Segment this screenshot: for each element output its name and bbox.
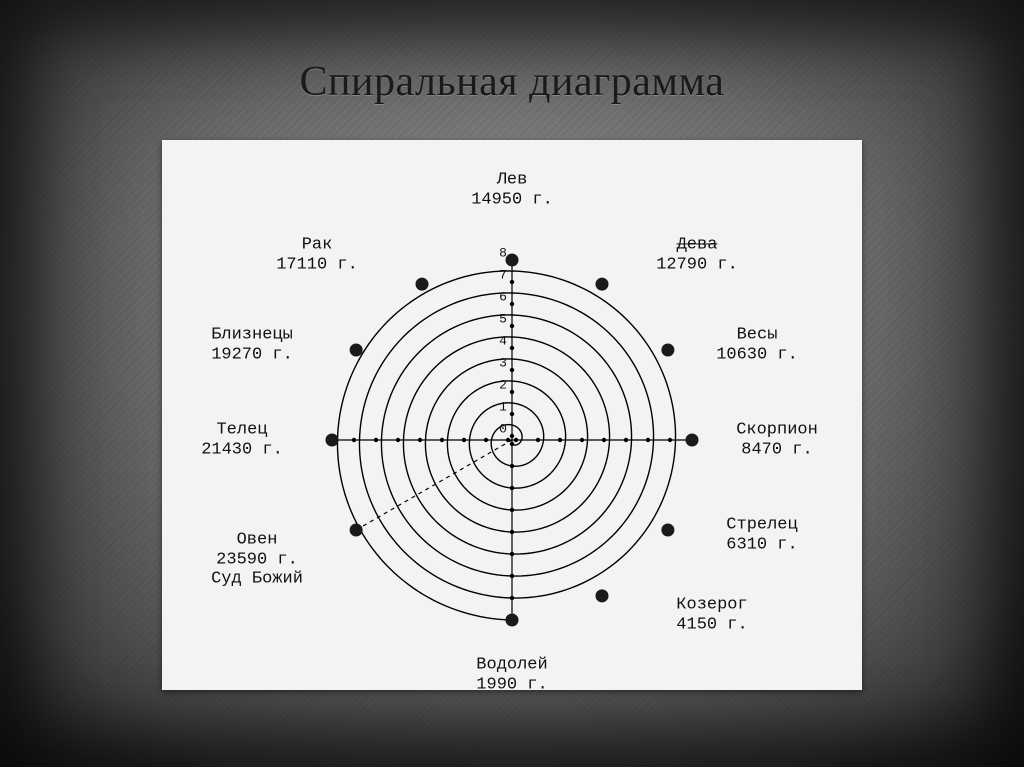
axis-tick bbox=[510, 552, 514, 556]
zodiac-marker bbox=[596, 589, 609, 602]
axis-tick bbox=[510, 302, 514, 306]
axis-tick bbox=[510, 368, 514, 372]
zodiac-marker bbox=[661, 344, 674, 357]
axis-tick bbox=[510, 596, 514, 600]
zodiac-label: Водолей 1990 г. bbox=[476, 655, 547, 694]
axis-tick bbox=[602, 438, 606, 442]
axis-tick bbox=[352, 438, 356, 442]
diagram-panel: Лев 14950 г. Дева 12790 г. Весы 10630 г. Ск… bbox=[162, 140, 862, 690]
axis-tick bbox=[668, 438, 672, 442]
scale-number: 2 bbox=[499, 378, 507, 393]
zodiac-label: Близнецы 19270 г. bbox=[211, 325, 293, 364]
axis-tick bbox=[558, 438, 562, 442]
zodiac-label: Козерог 4150 г. bbox=[676, 595, 747, 634]
axis-tick bbox=[514, 438, 518, 442]
zodiac-label: Рак 17110 г. bbox=[276, 235, 358, 274]
zodiac-marker bbox=[326, 434, 339, 447]
zodiac-label: Овен 23590 г. Суд Божий bbox=[211, 531, 303, 590]
scale-number: 0 bbox=[499, 422, 507, 437]
zodiac-marker bbox=[416, 278, 429, 291]
scale-number: 6 bbox=[499, 290, 507, 305]
axis-tick bbox=[646, 438, 650, 442]
axis-tick bbox=[440, 438, 444, 442]
axis-tick bbox=[510, 464, 514, 468]
zodiac-marker bbox=[350, 344, 363, 357]
zodiac-marker bbox=[596, 278, 609, 291]
zodiac-marker bbox=[661, 524, 674, 537]
zodiac-label: Телец 21430 г. bbox=[201, 420, 283, 459]
axis-tick bbox=[510, 346, 514, 350]
zodiac-marker bbox=[506, 614, 519, 627]
axis-tick bbox=[580, 438, 584, 442]
axis-tick bbox=[624, 438, 628, 442]
axis-tick bbox=[510, 324, 514, 328]
scale-number: 5 bbox=[499, 312, 507, 327]
axis-tick bbox=[396, 438, 400, 442]
axis-tick bbox=[510, 508, 514, 512]
zodiac-marker bbox=[686, 434, 699, 447]
slide-stage: Спиральная диаграмма Лев 14950 г. Дева 12… bbox=[0, 0, 1024, 767]
axis-tick bbox=[510, 442, 514, 446]
zodiac-label: Лев 14950 г. bbox=[471, 170, 553, 209]
scale-number: 1 bbox=[499, 400, 507, 415]
axis-tick bbox=[510, 574, 514, 578]
scale-number: 8 bbox=[499, 246, 507, 261]
zodiac-label: Стрелец 6310 г. bbox=[726, 515, 797, 554]
zodiac-label: Скорпион 8470 г. bbox=[736, 420, 818, 459]
axis-tick bbox=[510, 434, 514, 438]
axis-tick bbox=[536, 438, 540, 442]
axis-tick bbox=[510, 280, 514, 284]
axis-tick bbox=[510, 390, 514, 394]
zodiac-label: Дева 12790 г. bbox=[656, 235, 738, 274]
axis-tick bbox=[374, 438, 378, 442]
scale-number: 4 bbox=[499, 334, 507, 349]
axis-tick bbox=[418, 438, 422, 442]
spiral-diagram-svg bbox=[162, 140, 862, 690]
scale-number: 3 bbox=[499, 356, 507, 371]
axis-tick bbox=[510, 412, 514, 416]
scale-number: 7 bbox=[499, 268, 507, 283]
slide-title: Спиральная диаграмма bbox=[0, 58, 1024, 106]
axis-tick bbox=[462, 438, 466, 442]
zodiac-marker bbox=[350, 524, 363, 537]
zodiac-marker bbox=[506, 254, 519, 267]
axis-tick bbox=[484, 438, 488, 442]
zodiac-label: Весы 10630 г. bbox=[716, 325, 798, 364]
axis-tick bbox=[510, 486, 514, 490]
axis-tick bbox=[510, 530, 514, 534]
